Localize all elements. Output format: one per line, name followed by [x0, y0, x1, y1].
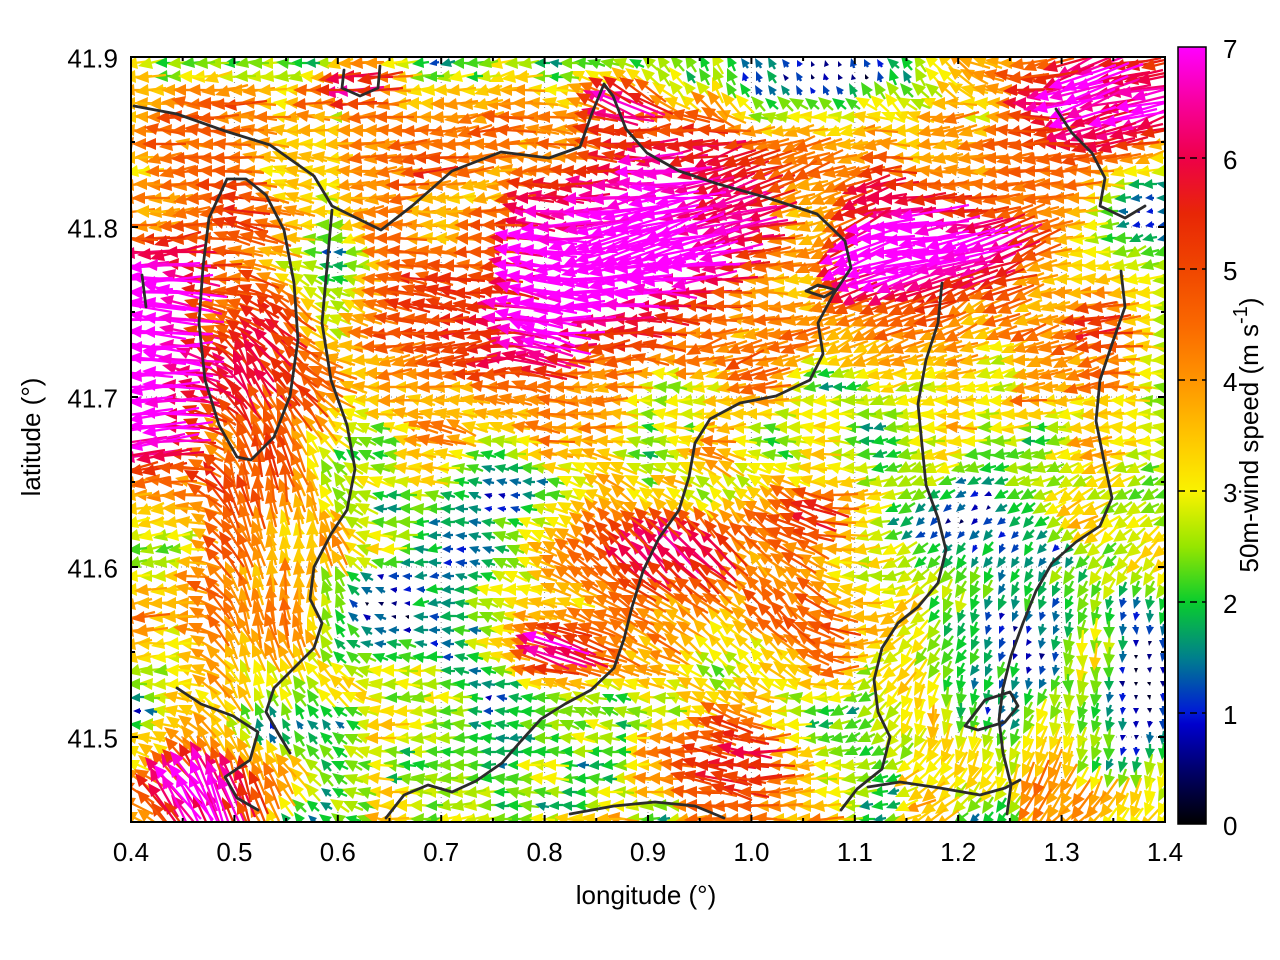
svg-text:41.5: 41.5 — [67, 724, 118, 754]
svg-text:0.4: 0.4 — [113, 837, 149, 867]
svg-text:1.4: 1.4 — [1147, 837, 1183, 867]
svg-text:5: 5 — [1223, 256, 1237, 286]
svg-text:0.8: 0.8 — [527, 837, 563, 867]
svg-text:41.8: 41.8 — [67, 214, 118, 244]
svg-text:3: 3 — [1223, 478, 1237, 508]
svg-text:0.9: 0.9 — [630, 837, 666, 867]
svg-text:41.6: 41.6 — [67, 554, 118, 584]
svg-text:0.5: 0.5 — [216, 837, 252, 867]
svg-text:41.9: 41.9 — [67, 44, 118, 74]
svg-text:4: 4 — [1223, 367, 1237, 397]
svg-text:1.0: 1.0 — [733, 837, 769, 867]
svg-text:1: 1 — [1223, 700, 1237, 730]
svg-text:longitude (°): longitude (°) — [576, 880, 716, 910]
svg-text:1.3: 1.3 — [1044, 837, 1080, 867]
svg-text:50m-wind speed (m s-1): 50m-wind speed (m s-1) — [1230, 297, 1264, 572]
svg-text:2: 2 — [1223, 589, 1237, 619]
svg-text:6: 6 — [1223, 145, 1237, 175]
svg-text:latitude (°): latitude (°) — [16, 378, 46, 497]
svg-text:7: 7 — [1223, 34, 1237, 64]
svg-text:41.7: 41.7 — [67, 384, 118, 414]
svg-text:0.6: 0.6 — [320, 837, 356, 867]
svg-text:0: 0 — [1223, 811, 1237, 841]
svg-text:0.7: 0.7 — [423, 837, 459, 867]
svg-text:1.2: 1.2 — [940, 837, 976, 867]
svg-text:1.1: 1.1 — [837, 837, 873, 867]
